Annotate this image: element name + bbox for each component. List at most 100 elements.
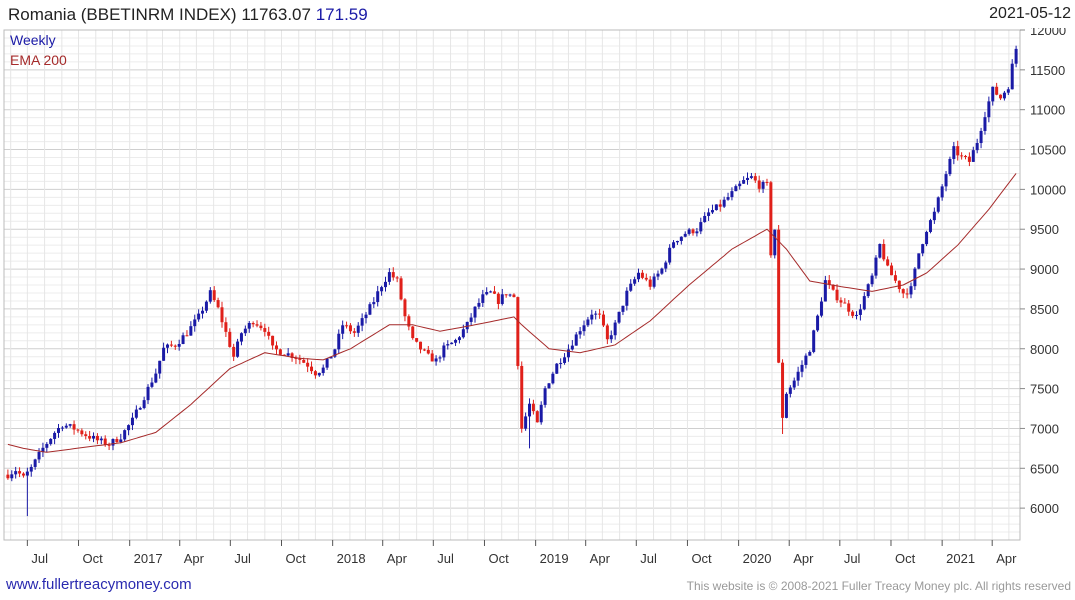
y-tick-label: 11500 (1030, 63, 1065, 78)
candle-body (816, 315, 820, 331)
x-tick-label: Jul (844, 551, 861, 566)
candle-body (710, 210, 714, 213)
candle-body (722, 199, 726, 207)
candle-body (594, 313, 598, 315)
candle-body (29, 466, 33, 472)
candle-body (138, 408, 142, 410)
candle-body (987, 101, 991, 118)
candle-body (259, 325, 263, 329)
candle-body (960, 155, 964, 157)
candle-body (461, 329, 465, 338)
candle-body (368, 304, 372, 315)
candle-body (570, 345, 574, 350)
candle-body (718, 204, 722, 207)
candle-body (10, 474, 14, 479)
candle-body (158, 360, 162, 374)
candle-body (251, 322, 255, 325)
candle-body (228, 331, 232, 347)
candle-body (952, 146, 956, 159)
candle-body (208, 290, 212, 302)
candle-body (383, 281, 387, 288)
candle-body (372, 302, 376, 305)
candle-body (216, 300, 220, 308)
candle-body (695, 231, 699, 234)
candle-body (971, 150, 975, 162)
candle-body (831, 284, 835, 290)
candle-body (633, 279, 637, 284)
x-tick-label: Jul (437, 551, 454, 566)
candle-body (1010, 63, 1014, 90)
candle-body (329, 356, 333, 359)
candle-body (551, 373, 555, 384)
candle-body (566, 349, 570, 358)
candle-body (601, 314, 605, 326)
candle-body (6, 474, 10, 479)
candle-body (866, 284, 870, 297)
candle-body (504, 294, 508, 296)
candle-body (621, 305, 625, 312)
candle-body (925, 231, 929, 245)
candle-body (282, 354, 286, 356)
candle-body (726, 197, 730, 200)
candle-body (403, 299, 407, 317)
candle-body (45, 443, 49, 448)
candle-body (979, 130, 983, 144)
candle-body (197, 313, 201, 320)
candle-body (321, 367, 325, 374)
candle-body (749, 176, 753, 178)
candle-body (395, 277, 399, 279)
candle-body (913, 268, 917, 287)
candle-body (33, 459, 37, 467)
price-chart: 6000 6500 7000 7500 8000 8500 9000 9500 10000 105… (3, 28, 1066, 566)
candle-body (376, 291, 380, 303)
candle-body (76, 429, 80, 431)
candle-body (345, 325, 349, 327)
candle-body (255, 324, 259, 326)
candle-body (765, 181, 769, 183)
candle-body (450, 342, 454, 345)
candle-body (578, 331, 582, 335)
candle-body (605, 325, 609, 340)
candle-body (271, 335, 275, 346)
candle-body (1014, 48, 1018, 64)
axes: 6000 6500 7000 7500 8000 8500 9000 9500 10000 105… (3, 28, 1066, 566)
x-tick-label: 2018 (337, 551, 366, 566)
candle-body (341, 325, 345, 334)
candle-body (419, 341, 423, 350)
candle-body (391, 272, 395, 278)
x-tick-label: Apr (184, 551, 205, 566)
candle-body (220, 307, 224, 323)
candle-body (380, 287, 384, 292)
legend: Weekly EMA 200 (10, 32, 67, 68)
candle-body (905, 293, 909, 295)
candle-body (294, 358, 298, 360)
candle-body (442, 345, 446, 358)
candle-body (142, 400, 146, 409)
candle-body (738, 183, 742, 187)
candle-body (555, 363, 559, 374)
x-tick-label: Oct (488, 551, 509, 566)
candle-body (317, 373, 321, 376)
candle-body (574, 334, 578, 346)
candle-body (134, 409, 138, 418)
candle-body (613, 322, 617, 336)
candle-body (991, 86, 995, 102)
candle-body (598, 313, 602, 315)
candle-body (777, 229, 781, 363)
candle-body (185, 335, 189, 337)
candle-body (162, 347, 166, 361)
candle-body (652, 276, 656, 287)
candle-body (543, 388, 547, 405)
candle-body (851, 311, 855, 316)
candle-body (306, 362, 310, 367)
candle-body (84, 434, 88, 437)
website-link[interactable]: www.fullertreacymoney.com (6, 576, 192, 593)
candle-body (637, 272, 641, 280)
candle-body (586, 319, 590, 326)
x-tick-label: Apr (590, 551, 611, 566)
candle-body (858, 309, 862, 315)
candle-body (426, 349, 430, 354)
candle-body (438, 357, 442, 359)
y-tick-label: 6000 (1030, 501, 1059, 516)
chart-header: Romania (BBETINRM INDEX) 11763.07 171.59… (0, 0, 1075, 28)
